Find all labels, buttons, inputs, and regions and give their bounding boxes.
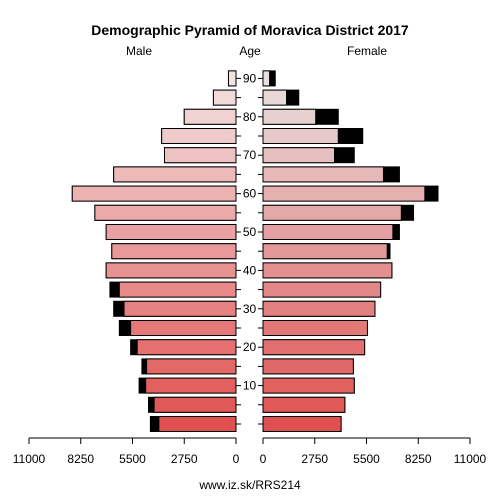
- male-bar: [113, 166, 237, 183]
- male-bar: [145, 377, 237, 394]
- footer-source: www.iz.sk/RRS214: [198, 478, 301, 492]
- x-tick-label: 2750: [301, 452, 328, 466]
- male-bar: [161, 128, 237, 144]
- male-bar: [105, 224, 237, 240]
- female-bar: [262, 108, 317, 125]
- female-bar: [262, 243, 388, 260]
- female-bar: [262, 320, 368, 336]
- age-axis: 10 20 30 40 50 60 70 80 90: [236, 71, 263, 425]
- female-bar: [262, 147, 336, 164]
- male-bar: [123, 300, 237, 317]
- male-bar: [183, 108, 237, 125]
- female-bar: [262, 358, 354, 375]
- male-bar: [94, 204, 237, 221]
- age-tick-label: 90: [243, 71, 257, 85]
- age-tick-label: 40: [243, 263, 257, 277]
- male-bar: [158, 416, 237, 432]
- age-tick-label: 60: [243, 187, 257, 201]
- x-tick-label: 11000: [13, 452, 46, 466]
- x-tick-label: 2750: [171, 452, 198, 466]
- age-tick-label: 80: [243, 110, 257, 124]
- female-bar: [262, 377, 355, 394]
- chart-title: Demographic Pyramid of Moravica District…: [91, 22, 409, 38]
- female-bar: [262, 128, 339, 144]
- male-bar: [163, 147, 237, 164]
- x-tick-label: 8250: [405, 452, 432, 466]
- female-bar: [262, 224, 394, 240]
- male-label: Male: [126, 44, 152, 58]
- male-bar: [146, 358, 237, 375]
- female-bar: [262, 339, 366, 356]
- age-tick-label: 70: [243, 148, 257, 162]
- male-bars: [71, 70, 237, 432]
- x-tick-label: 11000: [454, 452, 487, 466]
- female-bar: [262, 416, 342, 432]
- female-bar: [262, 300, 376, 317]
- male-bar: [136, 339, 237, 356]
- age-tick-label: 30: [243, 302, 257, 316]
- x-axis-male: 11000 8250 5500 2750 0: [13, 437, 240, 466]
- male-bar: [111, 243, 237, 260]
- female-bar: [262, 281, 382, 298]
- female-bar: [262, 396, 346, 413]
- male-bar: [227, 70, 237, 87]
- male-bar: [71, 185, 237, 202]
- x-tick-label: 8250: [67, 452, 94, 466]
- female-bar: [262, 262, 393, 279]
- x-tick-label: 5500: [119, 452, 146, 466]
- male-bar: [105, 262, 237, 279]
- female-bar: [262, 70, 271, 87]
- x-tick-label: 5500: [353, 452, 380, 466]
- x-tick-label: 0: [233, 452, 240, 466]
- female-bar: [262, 89, 288, 106]
- female-bar: [262, 166, 384, 183]
- female-label: Female: [347, 44, 387, 58]
- age-tick-label: 50: [243, 225, 257, 239]
- age-tick-label: 10: [243, 379, 257, 393]
- age-label: Age: [239, 44, 261, 58]
- male-bar: [130, 320, 237, 336]
- x-axis-female: 0 2750 5500 8250 11000: [260, 437, 487, 466]
- age-tick-label: 20: [243, 340, 257, 354]
- x-tick-label: 0: [260, 452, 267, 466]
- female-bar: [262, 185, 426, 202]
- female-bars: [262, 70, 439, 432]
- male-bar: [212, 89, 237, 106]
- male-bar: [153, 396, 237, 413]
- male-bar: [118, 281, 237, 298]
- female-bar: [262, 204, 402, 221]
